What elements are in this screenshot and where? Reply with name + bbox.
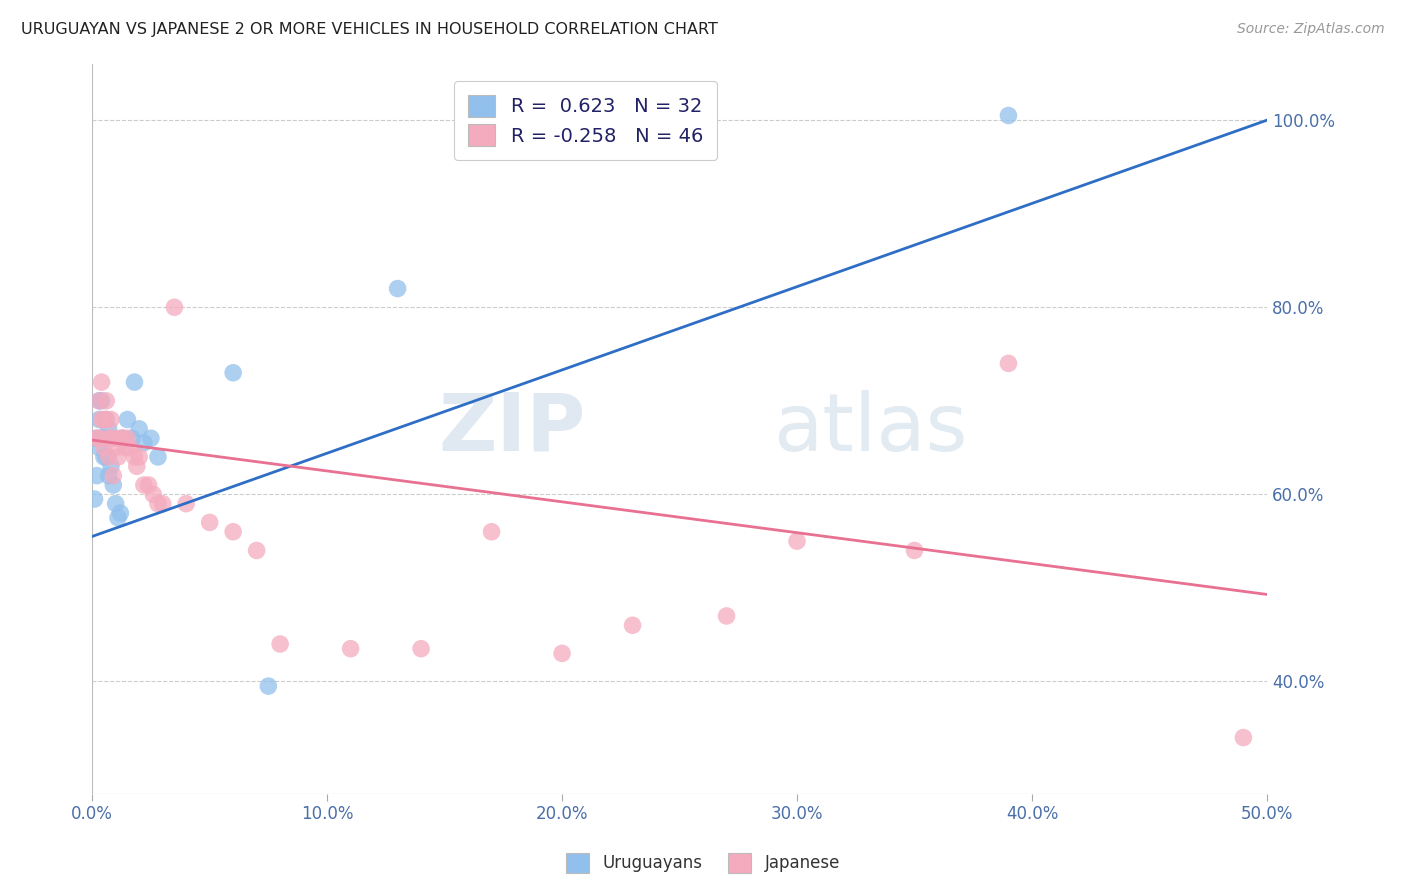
Point	[89, 393, 111, 408]
Point	[124, 450, 146, 464]
Point	[100, 412, 122, 426]
Point	[86, 468, 108, 483]
Legend: Uruguayans, Japanese: Uruguayans, Japanese	[560, 847, 846, 880]
Point	[117, 412, 139, 426]
Point	[110, 431, 132, 445]
Point	[1232, 731, 1254, 745]
Point	[146, 497, 169, 511]
Point	[222, 524, 245, 539]
Point	[163, 300, 186, 314]
Point	[125, 459, 148, 474]
Point	[97, 450, 120, 464]
Point	[103, 431, 125, 445]
Point	[146, 450, 169, 464]
Point	[339, 641, 361, 656]
Point	[997, 356, 1019, 370]
Point	[83, 491, 105, 506]
Text: Source: ZipAtlas.com: Source: ZipAtlas.com	[1237, 22, 1385, 37]
Point	[997, 108, 1019, 122]
Point	[142, 487, 165, 501]
Point	[222, 366, 245, 380]
Point	[89, 412, 111, 426]
Point	[111, 431, 134, 445]
Point	[97, 422, 120, 436]
Point	[89, 441, 111, 455]
Point	[90, 375, 112, 389]
Point	[97, 468, 120, 483]
Point	[132, 436, 155, 450]
Point	[152, 497, 174, 511]
Point	[93, 431, 115, 445]
Point	[103, 468, 125, 483]
Text: atlas: atlas	[773, 390, 967, 468]
Point	[96, 412, 118, 426]
Point	[93, 441, 115, 455]
Point	[198, 516, 221, 530]
Point	[89, 431, 111, 445]
Point	[96, 393, 118, 408]
Point	[124, 375, 146, 389]
Point	[96, 450, 118, 464]
Point	[246, 543, 269, 558]
Point	[257, 679, 280, 693]
Point	[716, 609, 738, 624]
Legend: R =  0.623   N = 32, R = -0.258   N = 46: R = 0.623 N = 32, R = -0.258 N = 46	[454, 81, 717, 160]
Point	[903, 543, 925, 558]
Point	[86, 431, 108, 445]
Point	[786, 534, 808, 549]
Point	[107, 510, 129, 524]
Text: URUGUAYAN VS JAPANESE 2 OR MORE VEHICLES IN HOUSEHOLD CORRELATION CHART: URUGUAYAN VS JAPANESE 2 OR MORE VEHICLES…	[21, 22, 718, 37]
Point	[104, 441, 127, 455]
Point	[118, 441, 141, 455]
Point	[114, 441, 136, 455]
Point	[481, 524, 503, 539]
Point	[90, 412, 112, 426]
Point	[104, 497, 127, 511]
Point	[90, 431, 112, 445]
Point	[121, 431, 143, 445]
Point	[107, 450, 129, 464]
Point	[97, 431, 120, 445]
Point	[90, 393, 112, 408]
Point	[100, 431, 122, 445]
Point	[551, 646, 574, 660]
Point	[96, 412, 118, 426]
Point	[138, 478, 160, 492]
Point	[139, 431, 162, 445]
Text: ZIP: ZIP	[439, 390, 585, 468]
Point	[93, 450, 115, 464]
Point	[128, 450, 150, 464]
Point	[93, 412, 115, 426]
Point	[411, 641, 433, 656]
Point	[86, 431, 108, 445]
Point	[100, 431, 122, 445]
Point	[174, 497, 197, 511]
Point	[103, 478, 125, 492]
Point	[100, 459, 122, 474]
Point	[110, 506, 132, 520]
Point	[89, 393, 111, 408]
Point	[128, 422, 150, 436]
Point	[621, 618, 644, 632]
Point	[132, 478, 155, 492]
Point	[117, 431, 139, 445]
Point	[387, 281, 409, 295]
Point	[269, 637, 291, 651]
Point	[111, 431, 134, 445]
